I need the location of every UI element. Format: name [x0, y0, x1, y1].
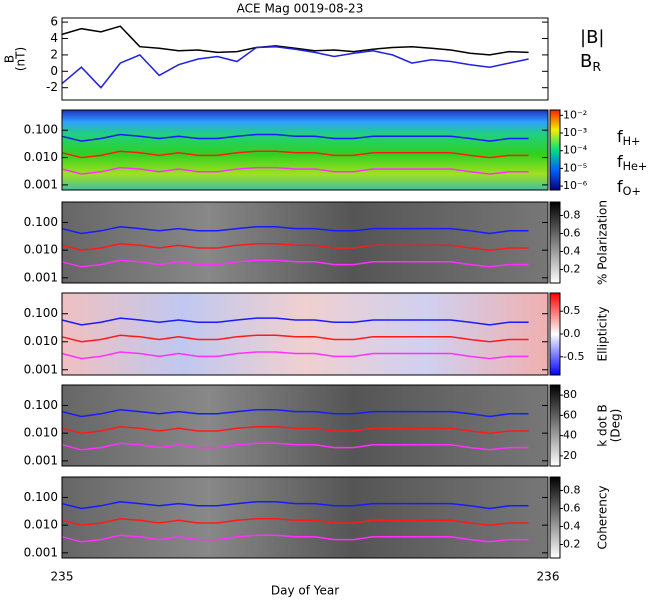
colorbar-tick-label: 0.8	[563, 484, 581, 497]
legend-entry: fHe+	[617, 152, 647, 174]
colorbar-tick-label: 0.6	[563, 502, 581, 515]
spectrogram-background	[62, 385, 548, 466]
data-line	[61, 150, 529, 159]
legend-entry: fH+	[617, 127, 640, 149]
colorbar-title: k dot B	[596, 404, 610, 446]
y-tick-label: 0.010	[24, 426, 58, 440]
colorbar-title: Coherency	[596, 485, 610, 549]
data-line	[61, 501, 529, 510]
y-tick-label: 0.001	[24, 453, 58, 467]
y-tick-label: 0.010	[24, 334, 58, 348]
data-line	[61, 534, 529, 543]
colorbar-tick-label: 40	[563, 429, 577, 442]
y-tick-label: 0.001	[24, 362, 58, 376]
chart-title: ACE Mag 0019-08-23	[237, 2, 364, 16]
colorbar-tick-label: 0.4	[563, 520, 581, 533]
panel-frame	[61, 292, 549, 376]
panel-frame	[61, 476, 549, 559]
y-axis-label: B	[3, 55, 17, 63]
x-axis-label: Day of Year	[271, 584, 339, 598]
y-tick-label: 0	[50, 64, 58, 78]
y-tick-label: 0.010	[24, 243, 58, 257]
y-axis-label: (nT)	[14, 47, 28, 71]
y-tick-label: 0.100	[24, 215, 58, 229]
legend-entry: BR	[580, 51, 601, 74]
colorbar	[549, 476, 561, 559]
colorbar-tick-label: 0.2	[563, 263, 581, 276]
data-line	[61, 25, 529, 56]
data-line	[61, 259, 529, 268]
panel-frame	[61, 201, 549, 284]
y-tick-label: 0.100	[24, 490, 58, 504]
colorbar-tick-label: 20	[563, 449, 577, 462]
colorbar-tick-label: 0.4	[563, 245, 581, 258]
colorbar-tick-label: 10⁻⁶	[563, 179, 588, 192]
spectrogram-background	[62, 293, 548, 375]
colorbar	[549, 384, 561, 467]
x-tick-label: 235	[51, 570, 74, 584]
spectrogram-background	[62, 477, 548, 558]
colorbar-tick-label: 0.8	[563, 209, 581, 222]
colorbar-tick-label: 0.5	[563, 304, 581, 317]
y-tick-label: 0.010	[24, 518, 58, 532]
legend-entry: |B|	[580, 27, 604, 48]
colorbar-title: Ellipticity	[596, 307, 610, 362]
colorbar-tick-label: 0.0	[563, 327, 581, 340]
colorbar-title: (Deg)	[609, 409, 623, 443]
data-line	[61, 409, 529, 418]
colorbar-tick-label: 10⁻⁵	[563, 161, 587, 174]
colorbar-tick-label: 10⁻⁴	[563, 144, 588, 157]
data-line	[61, 45, 529, 89]
data-line	[61, 166, 529, 175]
data-line	[61, 334, 529, 343]
y-tick-label: 2	[50, 47, 58, 61]
y-tick-label: 0.100	[24, 398, 58, 412]
x-tick-label: 236	[537, 570, 560, 584]
colorbar-tick-label: 10⁻²	[563, 108, 587, 121]
spectrogram-background	[62, 202, 548, 283]
y-tick-label: 0.001	[24, 270, 58, 284]
colorbar-tick-label: 60	[563, 408, 577, 421]
y-tick-label: 0.100	[24, 306, 58, 320]
y-tick-label: 0.100	[24, 123, 58, 137]
y-tick-label: 0.001	[24, 177, 58, 191]
y-tick-label: 0.010	[24, 150, 58, 164]
data-line	[61, 426, 529, 434]
data-line	[61, 518, 529, 526]
colorbar	[549, 109, 561, 191]
colorbar-tick-label: 80	[563, 388, 577, 401]
y-tick-label: 0.001	[24, 545, 58, 559]
colorbar	[549, 201, 561, 284]
data-line	[61, 133, 529, 142]
panel-frame	[61, 17, 549, 101]
spectrogram-background	[62, 110, 548, 190]
colorbar-tick-label: 10⁻³	[563, 126, 587, 139]
colorbar-tick-label: -0.5	[563, 350, 584, 363]
data-line	[61, 351, 529, 360]
colorbar	[549, 292, 561, 376]
panel-frame	[61, 384, 549, 467]
y-tick-label: -2	[46, 80, 58, 94]
data-line	[61, 442, 529, 451]
colorbar-title: % Polarization	[596, 200, 610, 285]
legend-entry: fO+	[617, 177, 641, 199]
y-tick-label: 6	[50, 15, 58, 29]
y-tick-label: 4	[50, 31, 58, 45]
colorbar-tick-label: 0.2	[563, 538, 581, 551]
data-line	[61, 243, 529, 251]
panel-frame	[61, 109, 549, 191]
colorbar-tick-label: 0.6	[563, 227, 581, 240]
data-line	[61, 317, 529, 326]
data-line	[61, 226, 529, 235]
